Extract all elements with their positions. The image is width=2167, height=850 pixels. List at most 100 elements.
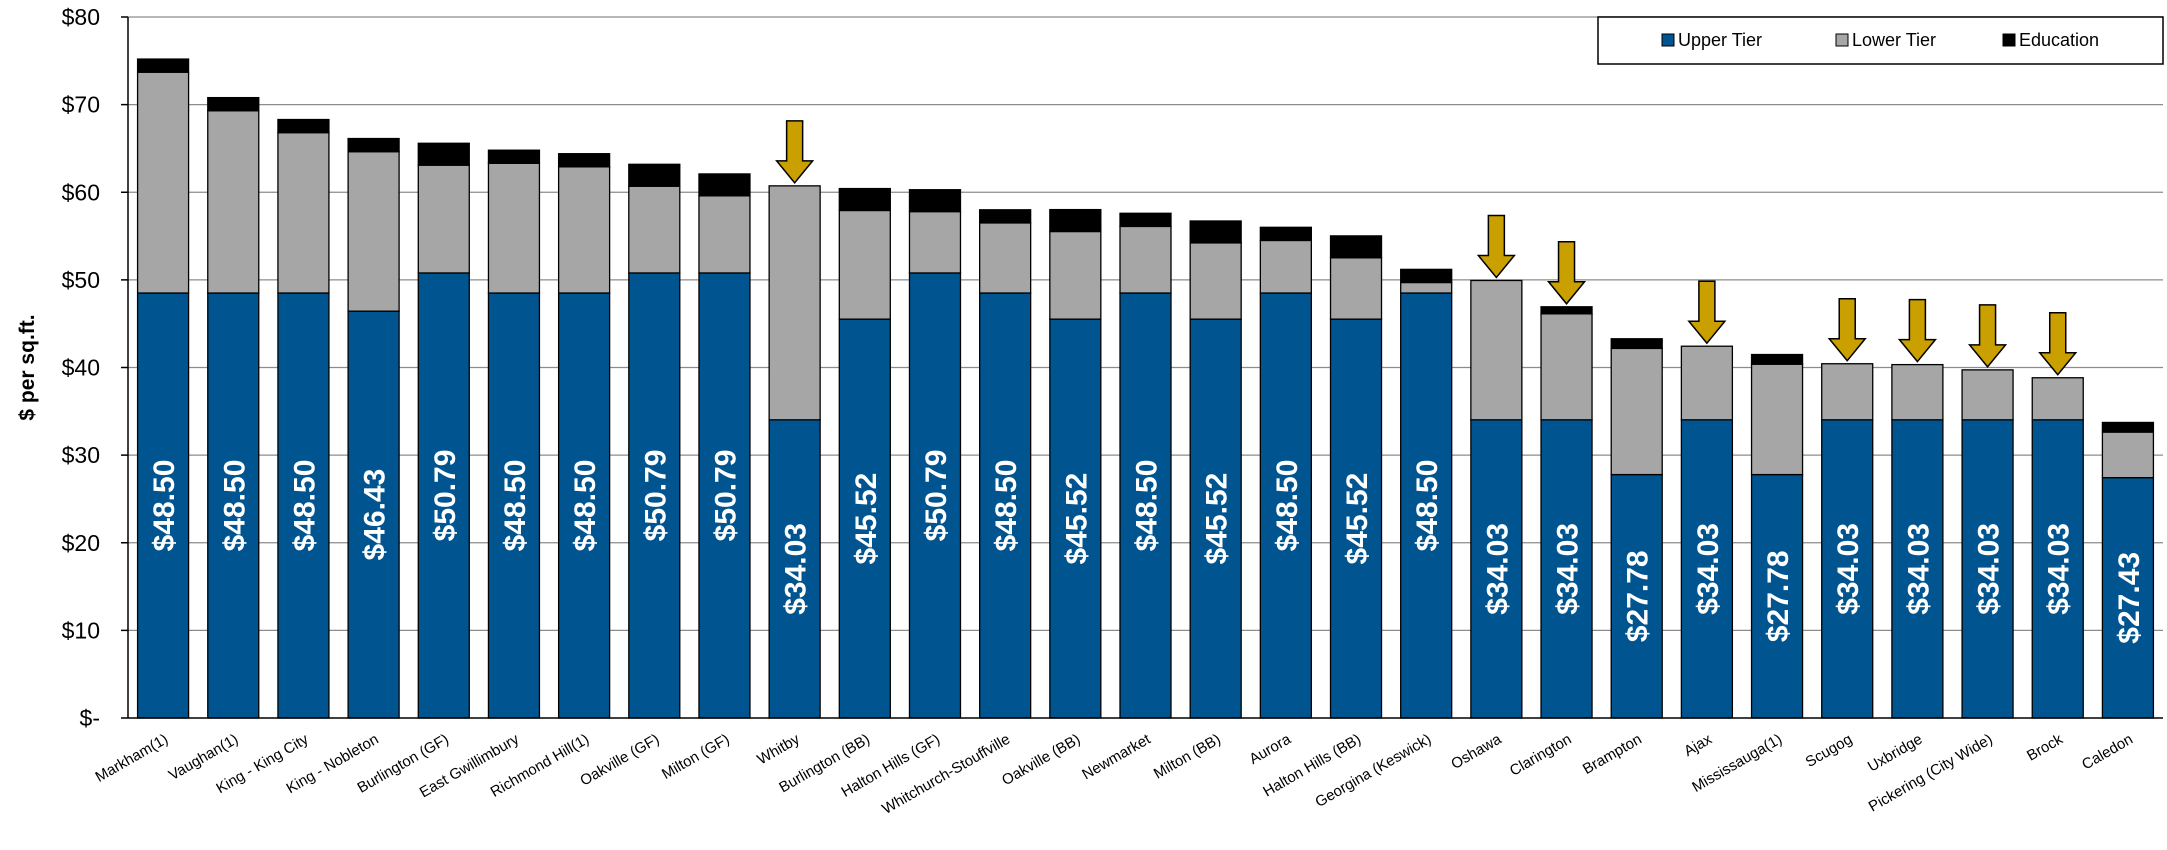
data-label: $50.79 — [639, 450, 672, 542]
x-tick-label: Markham(1) — [93, 731, 172, 786]
bar-segment-education — [908, 189, 962, 213]
bar-segment-upper-tier — [1540, 419, 1593, 719]
bar-segment-education — [1049, 208, 1102, 233]
bar-segment-education — [1610, 338, 1663, 350]
bar-segment-upper-tier — [1400, 292, 1453, 719]
bar-stack: $34.03 — [1961, 369, 2014, 719]
bar-segment-upper-tier — [908, 272, 962, 719]
data-label: $34.03 — [1552, 523, 1585, 615]
bar-stack: $27.43 — [2101, 421, 2155, 719]
bar-segment-education — [628, 163, 681, 187]
bar-segment-lower-tier — [136, 71, 190, 294]
x-tick-label: Pickering (City Wide) — [1866, 731, 1996, 816]
legend-label: Upper Tier — [1678, 30, 1762, 50]
legend-label: Lower Tier — [1852, 30, 1936, 50]
data-label: $48.50 — [569, 460, 602, 552]
x-tick-label: Ajax — [1681, 730, 1715, 760]
y-tick-label: $10 — [62, 617, 100, 643]
bar-stack: $46.43 — [347, 137, 400, 719]
down-arrow-icon — [1897, 298, 1937, 363]
x-tick-label: Whitchurch-Stouffville — [879, 731, 1013, 818]
x-tick-label: Oakville (BB) — [999, 731, 1083, 789]
bar-segment-upper-tier — [417, 272, 470, 719]
bar-segment-education — [207, 96, 260, 112]
data-label: $27.78 — [1622, 550, 1655, 642]
bar-segment-upper-tier — [2101, 476, 2155, 719]
bar-stack: $34.03 — [768, 185, 821, 719]
y-tick-label: $40 — [62, 355, 100, 381]
bar-segment-education — [698, 173, 751, 197]
arrow-annotations — [775, 120, 2078, 376]
bar-segment-upper-tier — [207, 292, 260, 719]
bar-stack: $48.50 — [1400, 268, 1453, 719]
bar-segment-upper-tier — [838, 318, 891, 719]
bar-segment-education — [1189, 220, 1242, 244]
x-tick-label: Aurora — [1246, 730, 1294, 768]
bar-stack: $48.50 — [487, 149, 541, 719]
bar-stack: $34.03 — [1680, 345, 1734, 719]
bar-stack: $50.79 — [628, 163, 681, 719]
x-tick-label: Caledon — [2079, 731, 2136, 774]
bar-segment-lower-tier — [2101, 431, 2155, 479]
data-label: $34.03 — [1902, 523, 1935, 615]
bar-segment-upper-tier — [628, 272, 681, 719]
bar-segment-education — [487, 149, 541, 164]
bar-segment-lower-tier — [1189, 242, 1242, 320]
data-label: $48.50 — [288, 460, 321, 552]
bar-stack: $50.79 — [698, 173, 751, 719]
bar-segment-lower-tier — [277, 132, 330, 294]
bar-segment-upper-tier — [1891, 419, 1944, 719]
data-label: $48.50 — [1131, 460, 1164, 552]
bar-stack: $48.50 — [277, 118, 330, 719]
bar-segment-upper-tier — [1680, 419, 1734, 719]
x-tick-label: Oakville (GF) — [577, 731, 662, 790]
bar-stack: $48.50 — [136, 58, 190, 719]
bar-stack: $45.52 — [838, 187, 891, 719]
y-tick-label: $80 — [62, 4, 100, 30]
data-label: $27.78 — [1762, 550, 1795, 642]
data-label: $45.52 — [1060, 473, 1093, 565]
legend-swatch — [1835, 33, 1849, 47]
y-axis-label: $ per sq.ft. — [16, 314, 39, 420]
data-label: $50.79 — [920, 450, 953, 542]
y-tick-label: $20 — [62, 530, 100, 556]
x-tick-label: Scugog — [1803, 731, 1856, 771]
bar-segment-lower-tier — [979, 222, 1032, 294]
bar-stack: $34.03 — [1470, 279, 1523, 719]
bar-stack: $45.52 — [1329, 235, 1383, 719]
x-tick-label: Newmarket — [1079, 730, 1154, 783]
bar-segment-lower-tier — [1891, 363, 1944, 421]
bar-segment-lower-tier — [1540, 313, 1593, 421]
bars: $48.50 $48.50 $48.50 $46.43 $50.79 $48.50 $48.… — [136, 58, 2155, 719]
bar-stack: $34.03 — [1540, 306, 1593, 719]
data-label: $48.50 — [499, 460, 532, 552]
bar-segment-education — [347, 137, 400, 153]
bar-segment-education — [1259, 226, 1312, 242]
x-tick-label: Oshawa — [1448, 730, 1505, 773]
x-tick-label: Uxbridge — [1865, 731, 1925, 776]
bar-segment-upper-tier — [1821, 419, 1874, 719]
x-tick-label: Milton (GF) — [659, 731, 732, 783]
bar-segment-lower-tier — [487, 162, 541, 294]
bar-stack: $50.79 — [908, 189, 962, 719]
data-label: $34.03 — [1973, 523, 2006, 615]
bar-segment-education — [1750, 353, 1804, 365]
bar-stack: $34.03 — [2031, 377, 2084, 719]
bar-segment-education — [1400, 268, 1453, 284]
bar-segment-lower-tier — [1049, 230, 1102, 320]
bar-segment-lower-tier — [1961, 369, 2014, 421]
bar-stack: $48.50 — [557, 153, 611, 719]
bar-segment-lower-tier — [347, 151, 400, 312]
x-tick-label: Brock — [2024, 730, 2066, 764]
bar-segment-lower-tier — [2031, 377, 2084, 421]
bar-segment-lower-tier — [1750, 363, 1804, 476]
bar-segment-lower-tier — [1821, 363, 1874, 421]
bar-stack: $27.78 — [1750, 353, 1804, 719]
bar-segment-lower-tier — [908, 210, 962, 274]
y-tick-label: $60 — [62, 179, 100, 205]
data-label: $48.50 — [1271, 460, 1304, 552]
bar-stack: $48.50 — [1119, 212, 1172, 719]
bar-segment-upper-tier — [1961, 419, 2014, 719]
bar-segment-education — [277, 118, 330, 134]
